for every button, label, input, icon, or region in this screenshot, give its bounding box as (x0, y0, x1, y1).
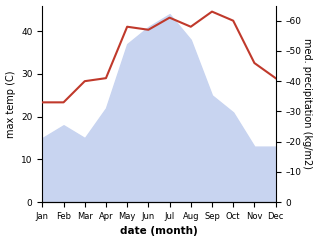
X-axis label: date (month): date (month) (120, 227, 198, 236)
Y-axis label: med. precipitation (kg/m2): med. precipitation (kg/m2) (302, 38, 313, 169)
Y-axis label: max temp (C): max temp (C) (5, 70, 16, 138)
